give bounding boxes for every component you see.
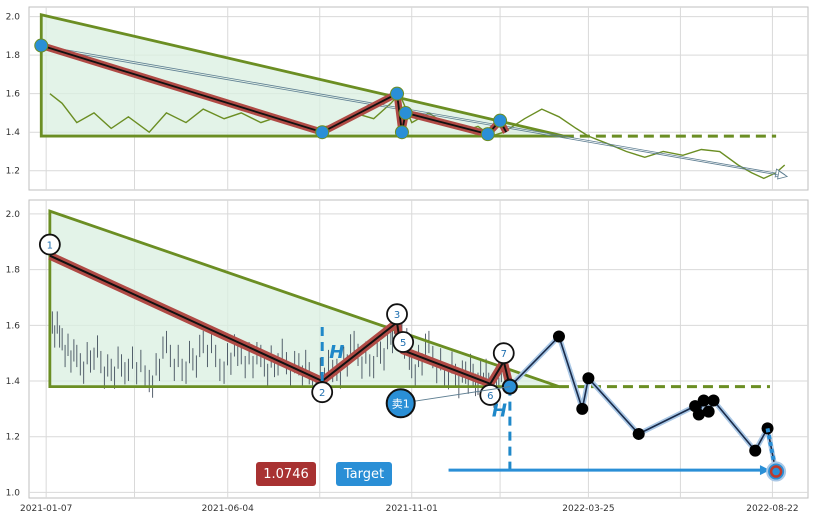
x-tick-label: 2021-01-07 — [20, 504, 72, 514]
pattern-point-7 — [492, 342, 515, 365]
top-y-tick-label: 1.8 — [6, 51, 21, 61]
target-point — [766, 461, 787, 482]
top-pivot-dot — [394, 125, 409, 140]
future-path-line — [509, 334, 777, 474]
pattern-point-1 — [38, 233, 61, 256]
breakout-point — [501, 378, 518, 395]
top-pivot-dot — [34, 38, 49, 53]
sell-marker-label: 卖1 — [392, 397, 410, 410]
pattern-point-label: 3 — [394, 310, 400, 321]
top-y-tick-label: 1.2 — [6, 167, 20, 177]
bottom-y-tick-label: 1.4 — [6, 377, 21, 387]
top-y-tick-label: 2.0 — [6, 13, 21, 23]
future-pivot-dot — [749, 444, 762, 457]
bottom-y-tick-label: 1.2 — [6, 433, 20, 443]
pattern-point-label: 6 — [487, 391, 493, 402]
top-y-tick-label: 1.4 — [6, 128, 21, 138]
target-button-box — [336, 462, 392, 486]
bottom-y-tick-label: 1.0 — [6, 488, 21, 498]
future-pivot-dot — [582, 372, 595, 385]
top-pivot-dot — [315, 125, 330, 140]
top-triangle-outline — [39, 12, 565, 138]
bottom-panel: 1.0 1.2 1.4 1.6 1.8 2.0 H H 1 2 3 5 6 7 卖1 2021-01-07 20… — [6, 199, 809, 514]
bottom-y-tick-label: 1.6 — [6, 321, 21, 331]
height-marker-label: H — [492, 401, 507, 422]
bottom-y-tick-label: 2.0 — [6, 210, 21, 220]
bottom-plot-frame — [28, 199, 809, 499]
pattern-point-2 — [311, 381, 334, 404]
x-tick-label: 2022-03-25 — [562, 504, 614, 514]
pattern-point-3 — [386, 303, 408, 326]
height-marker-label: H — [329, 342, 344, 363]
bottom-y-tick-label: 1.8 — [6, 266, 21, 276]
price-badge[interactable]: 1.0746 — [256, 462, 316, 486]
x-tick-label: 2021-06-04 — [202, 504, 255, 514]
price-badge-box — [256, 462, 316, 486]
pattern-point-label: 5 — [400, 338, 406, 349]
price-badge-text: 1.0746 — [263, 467, 309, 482]
target-button[interactable]: Target — [336, 462, 392, 486]
top-plot-frame — [28, 6, 809, 191]
top-pivot-dot — [480, 127, 495, 142]
pattern-point-label: 2 — [319, 388, 325, 399]
top-panel: 1.2 1.4 1.6 1.8 2.0 — [6, 6, 809, 191]
annotation-overlay: 1.0746 Target — [256, 462, 392, 486]
future-path-glow — [508, 334, 779, 474]
sell-connector — [400, 386, 510, 404]
x-tick-label: 2022-08-22 — [746, 504, 798, 514]
future-pivot-dot — [707, 394, 720, 407]
x-tick-label: 2021-11-01 — [386, 504, 438, 514]
future-pivot-dot — [697, 394, 710, 407]
future-pivot-dot — [692, 408, 705, 421]
target-point-ring — [769, 465, 783, 478]
projection-arrow — [41, 45, 785, 175]
pattern-point-5 — [392, 331, 415, 353]
pattern-point-label: 7 — [501, 349, 507, 360]
sell-marker — [385, 388, 416, 419]
future-pivot-dot — [632, 427, 645, 440]
target-button-label: Target — [343, 467, 384, 482]
bottom-triangle-outline — [48, 209, 560, 388]
pattern-point-label: 1 — [47, 241, 53, 252]
top-pivot-dot — [493, 113, 508, 128]
future-pivot-dot — [552, 330, 565, 343]
top-y-tick-label: 1.6 — [6, 90, 21, 100]
future-pivot-dot — [576, 402, 589, 415]
future-pivot-dot — [702, 405, 715, 418]
top-pivot-dot — [390, 86, 405, 101]
top-pivot-dot — [398, 105, 413, 120]
target-arrowhead — [759, 465, 770, 476]
projection-arrowhead — [777, 170, 789, 180]
